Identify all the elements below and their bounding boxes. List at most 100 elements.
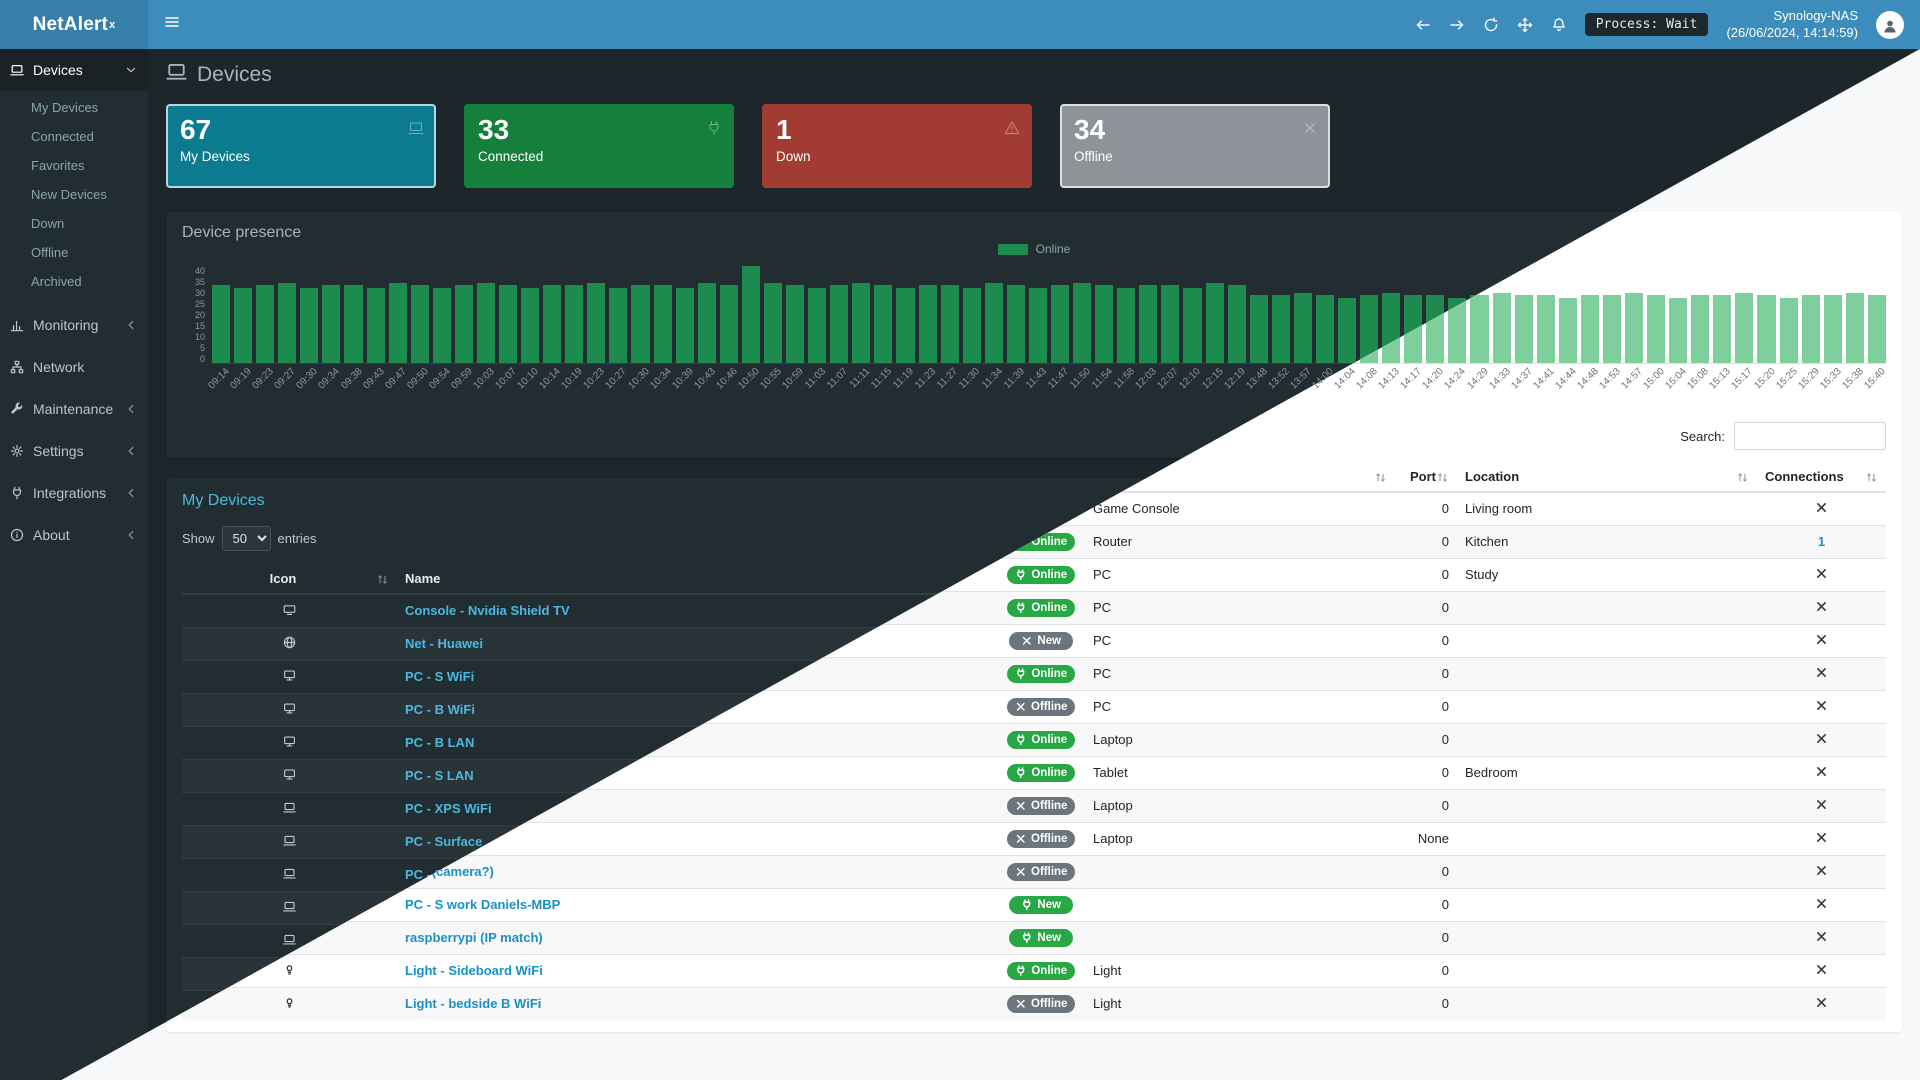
- sidebar-item-network[interactable]: Network: [0, 346, 148, 388]
- presence-bar[interactable]: 10:55: [758, 266, 784, 391]
- presence-bar[interactable]: 09:43: [361, 266, 386, 391]
- presence-bar[interactable]: 12:10: [1178, 266, 1203, 391]
- sidebar-toggle-button[interactable]: [148, 0, 196, 49]
- presence-bar[interactable]: 15:20: [1752, 266, 1777, 391]
- app-logo[interactable]: NetAlert x: [0, 0, 148, 49]
- presence-bar[interactable]: 15:17: [1730, 266, 1755, 391]
- presence-bar[interactable]: 10:59: [780, 266, 806, 391]
- column-header-name[interactable]: Name: [397, 564, 997, 595]
- presence-bar[interactable]: 14:29: [1465, 266, 1490, 391]
- presence-bar[interactable]: 11:54: [1090, 266, 1115, 391]
- presence-bar[interactable]: 10:14: [538, 266, 563, 391]
- presence-bar[interactable]: 14:57: [1619, 266, 1645, 391]
- column-header-status[interactable]: Status: [997, 564, 1085, 595]
- presence-bar[interactable]: 11:58: [1112, 266, 1137, 391]
- presence-bar[interactable]: 11:07: [825, 266, 850, 391]
- presence-bar[interactable]: 15:00: [1641, 266, 1667, 391]
- presence-bar[interactable]: 14:33: [1487, 266, 1512, 391]
- page-size-select[interactable]: 50: [221, 525, 271, 551]
- presence-bar[interactable]: 15:08: [1686, 266, 1711, 391]
- device-name-link[interactable]: PC - MSI: [405, 933, 458, 948]
- presence-bar[interactable]: 10:50: [736, 266, 762, 391]
- presence-bar[interactable]: 13:48: [1244, 266, 1270, 391]
- presence-bar[interactable]: 11:30: [958, 266, 983, 391]
- column-header-location[interactable]: Location: [1457, 564, 1757, 595]
- presence-bar[interactable]: 09:38: [339, 266, 364, 391]
- sidebar-subitem-archived[interactable]: Archived: [0, 267, 148, 296]
- sidebar-item-about[interactable]: About: [0, 514, 148, 556]
- column-header-port[interactable]: Port: [1395, 564, 1457, 595]
- device-name-link[interactable]: PC - B WiFi: [405, 702, 475, 717]
- presence-bar[interactable]: 14:00: [1310, 266, 1336, 391]
- presence-bar[interactable]: 11:11: [848, 266, 872, 390]
- presence-bar[interactable]: 10:34: [648, 266, 673, 391]
- presence-bar[interactable]: 11:27: [935, 266, 960, 391]
- presence-bar[interactable]: 11:03: [803, 266, 828, 391]
- arrow-left-icon[interactable]: [1415, 17, 1431, 33]
- refresh-icon[interactable]: [1483, 17, 1499, 33]
- presence-bar[interactable]: 14:13: [1377, 266, 1402, 391]
- sidebar-subitem-favorites[interactable]: Favorites: [0, 151, 148, 180]
- device-name-link[interactable]: Light - Sideboard WiFi: [405, 1065, 543, 1080]
- arrow-right-icon[interactable]: [1449, 17, 1465, 33]
- presence-bar[interactable]: 14:41: [1531, 266, 1557, 391]
- presence-bar[interactable]: 11:19: [891, 266, 916, 391]
- sidebar-subitem-down[interactable]: Down: [0, 209, 148, 238]
- device-name-link[interactable]: PC - S work Daniels-MBP: [405, 999, 561, 1014]
- bell-icon[interactable]: [1551, 17, 1567, 33]
- device-name-link[interactable]: PC - B LAN: [405, 735, 475, 750]
- presence-bar[interactable]: 15:04: [1664, 266, 1689, 391]
- user-avatar[interactable]: [1876, 10, 1904, 39]
- sidebar-subitem-my-devices[interactable]: My Devices: [0, 93, 148, 122]
- device-name-link[interactable]: raspberrypi (IP match): [405, 1032, 543, 1047]
- connections-count-link[interactable]: 1: [1817, 636, 1826, 651]
- summary-card-offline[interactable]: 34 Offline: [1060, 104, 1330, 188]
- presence-bar[interactable]: 09:19: [228, 266, 254, 391]
- presence-bar[interactable]: 11:43: [1024, 266, 1049, 391]
- presence-bar[interactable]: 11:47: [1046, 266, 1071, 391]
- device-name-link[interactable]: null (camera?): [405, 966, 494, 981]
- sidebar-item-integrations[interactable]: Integrations: [0, 472, 148, 514]
- column-header-type[interactable]: Type: [1085, 564, 1395, 595]
- device-name-link[interactable]: Console - Nvidia Shield TV: [405, 603, 570, 619]
- presence-bar[interactable]: 11:23: [913, 266, 938, 391]
- presence-bar[interactable]: 11:50: [1068, 266, 1093, 391]
- presence-bar[interactable]: 09:59: [449, 266, 475, 391]
- presence-bar[interactable]: 10:30: [626, 266, 651, 391]
- presence-bar[interactable]: 09:47: [383, 266, 408, 391]
- presence-bar[interactable]: 09:23: [251, 266, 276, 391]
- presence-bar[interactable]: 14:48: [1575, 266, 1601, 391]
- presence-bar[interactable]: 09:34: [317, 266, 342, 391]
- presence-bar[interactable]: 09:50: [405, 266, 431, 391]
- presence-bar[interactable]: 12:03: [1134, 266, 1159, 391]
- column-header-icon[interactable]: Icon: [182, 564, 397, 595]
- presence-bar[interactable]: 14:20: [1421, 266, 1446, 391]
- presence-bar[interactable]: 10:23: [582, 266, 607, 391]
- presence-bar[interactable]: 09:54: [427, 266, 453, 391]
- sidebar-subitem-offline[interactable]: Offline: [0, 238, 148, 267]
- presence-bar[interactable]: 10:46: [714, 266, 740, 391]
- presence-bar[interactable]: 15:38: [1840, 266, 1866, 391]
- presence-bar[interactable]: 15:13: [1708, 266, 1733, 391]
- sidebar-item-monitoring[interactable]: Monitoring: [0, 304, 148, 346]
- presence-bar[interactable]: 11:39: [1002, 266, 1027, 391]
- presence-bar[interactable]: 15:25: [1774, 266, 1799, 391]
- presence-bar[interactable]: 12:19: [1222, 266, 1247, 391]
- presence-bar[interactable]: 14:44: [1553, 266, 1579, 391]
- presence-bar[interactable]: 10:19: [560, 266, 585, 391]
- presence-bar[interactable]: 10:27: [604, 266, 629, 391]
- presence-bar[interactable]: 14:24: [1443, 266, 1468, 391]
- device-name-link[interactable]: PC - S WiFi: [405, 669, 475, 684]
- column-header-connections[interactable]: Connections: [1757, 564, 1886, 595]
- presence-bar[interactable]: 09:14: [206, 266, 232, 391]
- presence-bar[interactable]: 10:43: [692, 266, 718, 391]
- device-name-link[interactable]: PC - XPS WiFi: [405, 801, 492, 816]
- presence-bar[interactable]: 14:17: [1399, 266, 1424, 391]
- search-input[interactable]: [1734, 524, 1886, 552]
- device-name-link[interactable]: PC - Surface: [405, 834, 483, 849]
- presence-bar[interactable]: 14:04: [1332, 266, 1358, 391]
- device-name-link[interactable]: PC - S LAN: [405, 768, 474, 783]
- presence-bar[interactable]: 15:40: [1862, 266, 1888, 391]
- sidebar-item-settings[interactable]: Settings: [0, 430, 148, 472]
- device-name-link[interactable]: PC - Surface 4 WiFi: [405, 867, 525, 882]
